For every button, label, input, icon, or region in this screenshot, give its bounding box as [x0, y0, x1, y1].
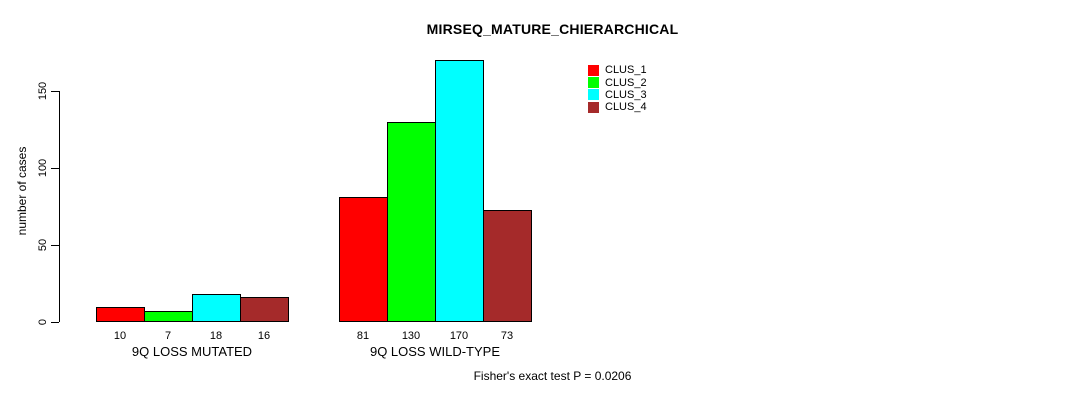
legend-item-clus_2: CLUS_2 [588, 76, 647, 89]
legend-label: CLUS_4 [605, 101, 647, 114]
bar-clus_2-group1 [144, 311, 193, 322]
y-axis-label: number of cases [15, 146, 29, 236]
y-tick-label: 100 [37, 158, 49, 178]
legend-label: CLUS_3 [605, 88, 647, 101]
legend-item-clus_1: CLUS_1 [588, 64, 647, 76]
bar-clus_1-group2 [339, 197, 388, 322]
y-tick-label: 150 [37, 81, 49, 101]
y-axis-line [59, 91, 60, 322]
legend: CLUS_1 CLUS_2 CLUS_3 CLUS_4 [588, 64, 647, 114]
legend-label: CLUS_1 [605, 64, 647, 77]
y-tick-mark [51, 91, 59, 92]
y-tick-label: 50 [37, 238, 49, 252]
bar-clus_4-group1 [240, 297, 289, 322]
category-label: 9Q LOSS WILD-TYPE [369, 344, 501, 359]
legend-item-clus_4: CLUS_4 [588, 101, 647, 113]
bar-value-label: 7 [164, 330, 172, 342]
legend-swatch [588, 89, 599, 101]
legend-swatch [588, 77, 599, 89]
bar-clus_1-group1 [96, 307, 145, 322]
bar-value-label: 16 [257, 330, 271, 342]
bar-value-label: 73 [500, 330, 514, 342]
bar-clus_4-group2 [483, 210, 532, 322]
legend-swatch [588, 101, 599, 113]
bar-value-label: 18 [209, 330, 223, 342]
chart-title: MIRSEQ_MATURE_CHIERARCHICAL [426, 21, 679, 37]
legend-swatch [588, 64, 599, 76]
bar-clus_2-group2 [387, 122, 436, 322]
y-tick-mark [51, 245, 59, 246]
y-tick-label: 0 [37, 318, 49, 326]
y-tick-mark [51, 168, 59, 169]
bar-value-label: 170 [449, 330, 469, 342]
bar-value-label: 130 [401, 330, 421, 342]
bar-clus_3-group2 [435, 60, 484, 322]
category-label: 9Q LOSS MUTATED [131, 344, 253, 359]
legend-label: CLUS_2 [605, 76, 647, 89]
bar-value-label: 81 [356, 330, 370, 342]
bar-value-label: 10 [113, 330, 127, 342]
legend-item-clus_3: CLUS_3 [588, 89, 647, 101]
fisher-test-annotation: Fisher's exact test P = 0.0206 [473, 369, 632, 383]
bar-clus_3-group1 [192, 294, 241, 322]
y-tick-mark [51, 322, 59, 323]
